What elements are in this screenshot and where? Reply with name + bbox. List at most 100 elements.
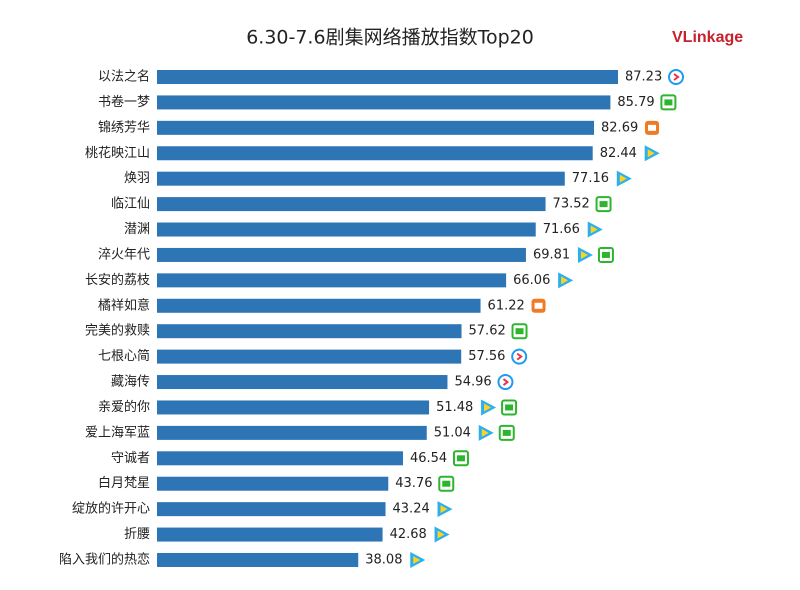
platform-icon <box>452 450 469 467</box>
logo: VLinkage <box>672 29 743 46</box>
value-label: 73.52 <box>553 197 590 212</box>
icon-shape <box>515 328 524 335</box>
bar <box>157 273 507 288</box>
icon-shape <box>502 429 511 436</box>
bar <box>157 375 448 390</box>
value-label: 57.62 <box>469 324 506 339</box>
category-label: 书卷一梦 <box>98 94 150 110</box>
bar <box>157 425 427 440</box>
platform-icon <box>660 94 677 111</box>
value-label: 54.96 <box>454 375 491 390</box>
bar <box>157 222 536 237</box>
icon-shape <box>664 99 673 106</box>
icon-shape <box>668 69 685 85</box>
icon-shape <box>440 505 448 514</box>
category-label: 以法之名 <box>98 69 150 85</box>
icon-shape <box>456 455 465 462</box>
category-label: 藏海传 <box>111 375 150 390</box>
icon-shape <box>442 480 451 487</box>
platform-icon <box>531 298 546 313</box>
icon-shape <box>590 225 598 234</box>
value-label: 51.48 <box>436 400 473 415</box>
platform-icon <box>410 551 426 568</box>
value-label: 61.22 <box>488 298 525 313</box>
category-label: 陷入我们的热恋 <box>59 551 150 567</box>
bar <box>157 95 611 110</box>
icon-shape <box>413 555 421 564</box>
icon-shape <box>516 352 523 361</box>
category-label: 淬火年代 <box>98 247 150 262</box>
value-label: 66.06 <box>513 273 550 288</box>
icon-shape <box>580 250 588 259</box>
bar <box>157 502 386 517</box>
value-label: 51.04 <box>434 425 471 440</box>
value-label: 43.24 <box>393 502 430 517</box>
platform-icon <box>434 526 450 543</box>
value-label: 71.66 <box>543 222 580 237</box>
platform-icon <box>595 196 612 213</box>
icon-shape <box>502 378 510 386</box>
bar <box>157 70 619 84</box>
category-label: 潜渊 <box>124 222 150 237</box>
platform-icon <box>558 272 574 289</box>
icon-shape <box>511 348 528 365</box>
icon-shape <box>599 201 608 208</box>
bar <box>157 349 462 364</box>
bar <box>157 451 403 466</box>
bar <box>157 400 430 415</box>
icon-shape <box>484 403 492 412</box>
bar <box>157 146 593 161</box>
platform-icon <box>587 221 603 238</box>
value-label: 69.81 <box>533 247 570 262</box>
value-label: 77.16 <box>572 171 609 186</box>
category-label: 折腰 <box>124 527 150 542</box>
chart-title: 6.30-7.6剧集网络播放指数Top20 <box>246 27 534 49</box>
icon-shape <box>647 149 655 158</box>
platform-icon <box>511 323 528 340</box>
icon-shape <box>601 251 610 258</box>
platform-icon <box>437 501 453 518</box>
platform-icon <box>498 424 515 441</box>
icon-shape <box>648 124 657 131</box>
platform-icon <box>616 170 632 187</box>
bar <box>157 324 462 339</box>
icon-shape <box>534 302 543 309</box>
bar <box>157 247 526 262</box>
platform-icon <box>645 120 660 135</box>
category-label: 锦绣芳华 <box>98 120 150 135</box>
value-label: 43.76 <box>395 476 432 491</box>
category-label: 桃花映江山 <box>85 145 150 161</box>
value-label: 57.56 <box>468 349 505 364</box>
platform-icon <box>668 69 685 85</box>
category-label: 橘祥如意 <box>98 297 150 313</box>
value-label: 38.08 <box>365 552 402 567</box>
category-label: 白月梵星 <box>98 475 150 491</box>
value-label: 82.44 <box>600 146 637 161</box>
category-label: 临江仙 <box>111 197 150 212</box>
category-label: 爱上海军蓝 <box>85 425 150 440</box>
icon-shape <box>437 530 445 539</box>
icon-shape <box>619 174 627 183</box>
bar <box>157 476 389 491</box>
icon-shape <box>561 276 569 285</box>
bar <box>157 527 383 542</box>
bar <box>157 552 359 567</box>
platform-icon <box>478 424 494 441</box>
bar <box>157 197 546 212</box>
icon-shape <box>481 428 489 437</box>
category-label: 绽放的许开心 <box>72 501 150 517</box>
platform-icon <box>501 399 518 416</box>
category-label: 焕羽 <box>124 171 150 186</box>
category-label: 完美的救赎 <box>85 323 150 339</box>
bar <box>157 298 481 313</box>
category-label: 七根心简 <box>98 348 150 364</box>
category-label: 亲爱的你 <box>98 399 150 415</box>
icon-shape <box>673 73 680 81</box>
category-label: 守诚者 <box>111 451 150 466</box>
value-label: 82.69 <box>601 120 638 135</box>
icon-shape <box>497 374 514 391</box>
platform-icon <box>577 246 593 263</box>
platform-icon <box>597 246 614 263</box>
value-label: 85.79 <box>617 95 654 110</box>
